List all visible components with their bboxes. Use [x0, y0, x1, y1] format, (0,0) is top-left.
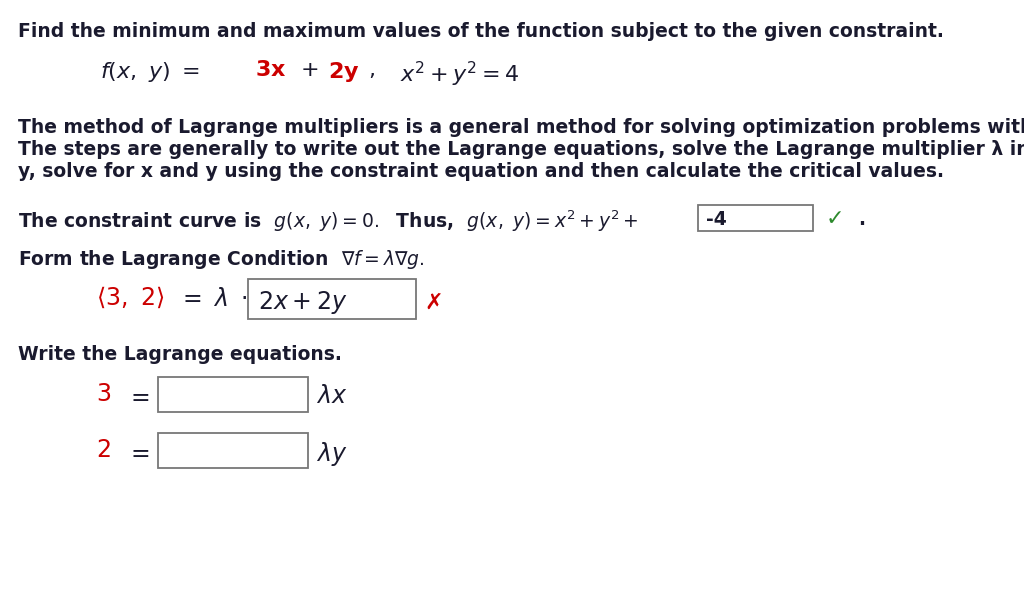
Text: $x^2 + y^2 = 4$: $x^2 + y^2 = 4$ [400, 60, 519, 89]
Text: $=$: $=$ [126, 384, 150, 408]
Text: $2$: $2$ [96, 438, 111, 462]
Text: $=$: $=$ [126, 440, 150, 464]
Text: $\langle 3,\ 2\rangle$: $\langle 3,\ 2\rangle$ [96, 285, 164, 310]
Text: The constraint curve is  $g(x,\ y) = 0.$  Thus,  $g(x,\ y) = x^2 + y^2 +$: The constraint curve is $g(x,\ y) = 0.$ … [18, 208, 638, 233]
Text: $=\ \lambda\ \cdot$: $=\ \lambda\ \cdot$ [178, 287, 248, 311]
Text: $2x + 2y$: $2x + 2y$ [258, 289, 347, 316]
Text: $3$: $3$ [96, 382, 112, 406]
FancyBboxPatch shape [248, 279, 416, 319]
Text: y, solve for x and y using the constraint equation and then calculate the critic: y, solve for x and y using the constrain… [18, 162, 944, 181]
Text: ✗: ✗ [424, 293, 442, 313]
FancyBboxPatch shape [158, 433, 308, 468]
Text: $f(x,\ y)\ =$: $f(x,\ y)\ =$ [100, 60, 200, 84]
Text: .: . [858, 210, 865, 229]
Text: $\mathbf{3x}$: $\mathbf{3x}$ [255, 60, 287, 80]
Text: Write the Lagrange equations.: Write the Lagrange equations. [18, 345, 342, 364]
Text: $,$: $,$ [368, 60, 375, 80]
FancyBboxPatch shape [698, 205, 813, 231]
FancyBboxPatch shape [158, 377, 308, 412]
Text: The steps are generally to write out the Lagrange equations, solve the Lagrange : The steps are generally to write out the… [18, 140, 1024, 159]
Text: Form the Lagrange Condition  $\nabla f = \lambda\nabla g.$: Form the Lagrange Condition $\nabla f = … [18, 248, 425, 271]
Text: $\lambda x$: $\lambda x$ [316, 384, 347, 408]
Text: $\lambda y$: $\lambda y$ [316, 440, 347, 468]
Text: $+$: $+$ [300, 60, 318, 80]
Text: ✓: ✓ [826, 209, 845, 229]
Text: The method of Lagrange multipliers is a general method for solving optimization : The method of Lagrange multipliers is a … [18, 118, 1024, 137]
Text: Find the minimum and maximum values of the function subject to the given constra: Find the minimum and maximum values of t… [18, 22, 944, 41]
Text: $\mathbf{2y}$: $\mathbf{2y}$ [328, 60, 359, 84]
Text: -4: -4 [706, 210, 727, 229]
